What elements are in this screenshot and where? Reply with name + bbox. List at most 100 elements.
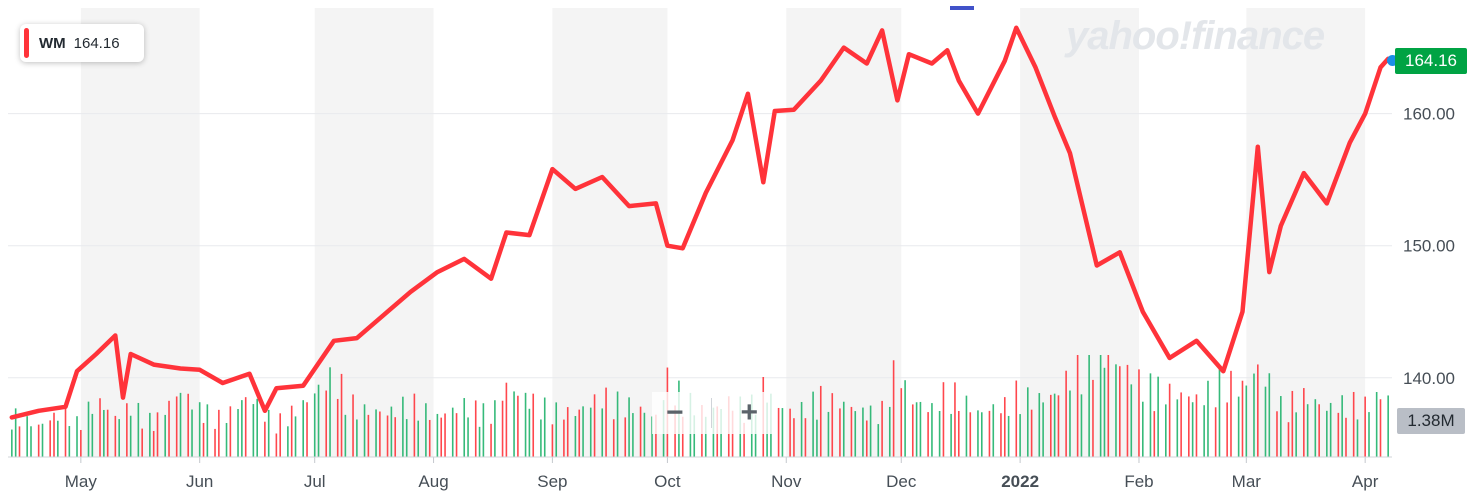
volume-bar xyxy=(605,387,607,457)
volume-bar xyxy=(1126,364,1129,457)
volume-bar xyxy=(202,422,205,457)
volume-bar xyxy=(919,401,922,457)
volume-bar xyxy=(87,401,90,457)
zoom-divider xyxy=(711,398,713,428)
volume-bar xyxy=(892,360,895,457)
volume-bar xyxy=(1337,412,1340,457)
x-tick-label: Aug xyxy=(418,472,448,491)
volume-bar xyxy=(977,410,979,457)
volume-bar xyxy=(1276,411,1278,457)
volume-bar xyxy=(1257,364,1259,457)
volume-bar xyxy=(103,409,105,457)
legend[interactable]: WM 164.16 xyxy=(20,24,144,62)
volume-bar xyxy=(601,408,604,457)
volume-bar xyxy=(628,397,630,457)
volume-bar xyxy=(1287,422,1290,457)
last-price-dot xyxy=(1387,55,1398,66)
volume-bar xyxy=(754,414,757,457)
volume-bar xyxy=(57,420,59,457)
volume-bar xyxy=(306,402,308,457)
volume-bar xyxy=(616,391,619,457)
volume-bar xyxy=(356,419,358,457)
volume-bar xyxy=(819,385,822,457)
volume-bar xyxy=(1230,370,1232,457)
volume-bar xyxy=(1168,383,1171,457)
volume-bar xyxy=(344,414,347,457)
volume-bar xyxy=(413,393,416,457)
volume-bar xyxy=(1042,402,1044,457)
legend-value: 164.16 xyxy=(73,34,120,52)
volume-bar xyxy=(352,394,354,457)
volume-bar xyxy=(275,433,278,457)
volume-bar xyxy=(1119,366,1121,457)
volume-bar xyxy=(1153,411,1156,457)
month-band xyxy=(552,8,668,457)
volume-bar xyxy=(942,382,945,457)
volume-bar xyxy=(869,405,872,457)
volume-bar xyxy=(1080,394,1083,457)
volume-bar xyxy=(1076,355,1079,457)
x-tick-label: Dec xyxy=(886,472,917,491)
volume-bar xyxy=(482,403,485,457)
volume-bar xyxy=(1019,414,1021,457)
month-band xyxy=(314,8,434,457)
volume-bar xyxy=(1092,379,1094,457)
volume-bar xyxy=(950,413,952,457)
x-tick-label: Jul xyxy=(304,472,326,491)
volume-bar xyxy=(18,426,21,457)
volume-bar xyxy=(505,382,508,457)
volume-bar xyxy=(390,406,393,457)
volume-bar xyxy=(1180,392,1182,457)
month-band xyxy=(80,8,200,457)
volume-bar xyxy=(1007,415,1010,457)
volume-bar xyxy=(1069,390,1071,457)
zoom-in-button[interactable]: + xyxy=(740,396,758,429)
volume-bar xyxy=(566,407,569,457)
volume-bar xyxy=(256,398,258,457)
volume-bar xyxy=(816,419,818,457)
volume-bar xyxy=(218,409,220,457)
volume-bar xyxy=(693,415,696,457)
x-tick-label: Feb xyxy=(1124,472,1153,491)
yahoo-finance-watermark: yahoo!finance xyxy=(1066,14,1325,58)
volume-bar xyxy=(244,397,247,457)
volume-bar xyxy=(915,402,918,457)
volume-bar xyxy=(1241,380,1244,457)
volume-bar xyxy=(287,426,289,457)
volume-bar xyxy=(888,406,891,457)
volume-bar xyxy=(1038,393,1041,457)
volume-bar xyxy=(290,405,293,457)
legend-swatch xyxy=(24,28,29,58)
volume-bar xyxy=(41,423,44,457)
volume-bar xyxy=(980,412,983,457)
volume-bar xyxy=(777,407,780,457)
volume-bar xyxy=(80,429,82,457)
volume-bar xyxy=(839,408,841,457)
volume-bar xyxy=(551,424,554,457)
volume-bar xyxy=(191,409,193,457)
volume-bar xyxy=(540,419,542,457)
volume-bar xyxy=(26,416,28,457)
volume-bar xyxy=(1253,373,1255,457)
x-tick-label: 2022 xyxy=(1001,472,1039,491)
volume-bar xyxy=(152,430,155,457)
volume-bar xyxy=(325,390,328,457)
volume-bar xyxy=(589,407,592,457)
volume-bar xyxy=(789,408,791,457)
volume-bar xyxy=(1356,419,1359,457)
zoom-controls: − + xyxy=(652,392,772,434)
volume-bar xyxy=(179,392,182,457)
volume-bar xyxy=(1364,396,1366,457)
volume-bar xyxy=(114,415,117,457)
zoom-out-button[interactable]: − xyxy=(665,396,684,429)
volume-bar xyxy=(68,426,71,457)
volume-bar xyxy=(329,367,331,457)
volume-bar xyxy=(528,408,531,457)
event-marker[interactable] xyxy=(950,6,974,10)
volume-bar xyxy=(931,403,933,457)
y-tick-label: 150.00 xyxy=(1403,237,1455,256)
volume-bar xyxy=(317,384,320,457)
volume-bar xyxy=(463,398,466,457)
volume-bar xyxy=(800,401,803,457)
legend-symbol: WM xyxy=(39,34,66,52)
